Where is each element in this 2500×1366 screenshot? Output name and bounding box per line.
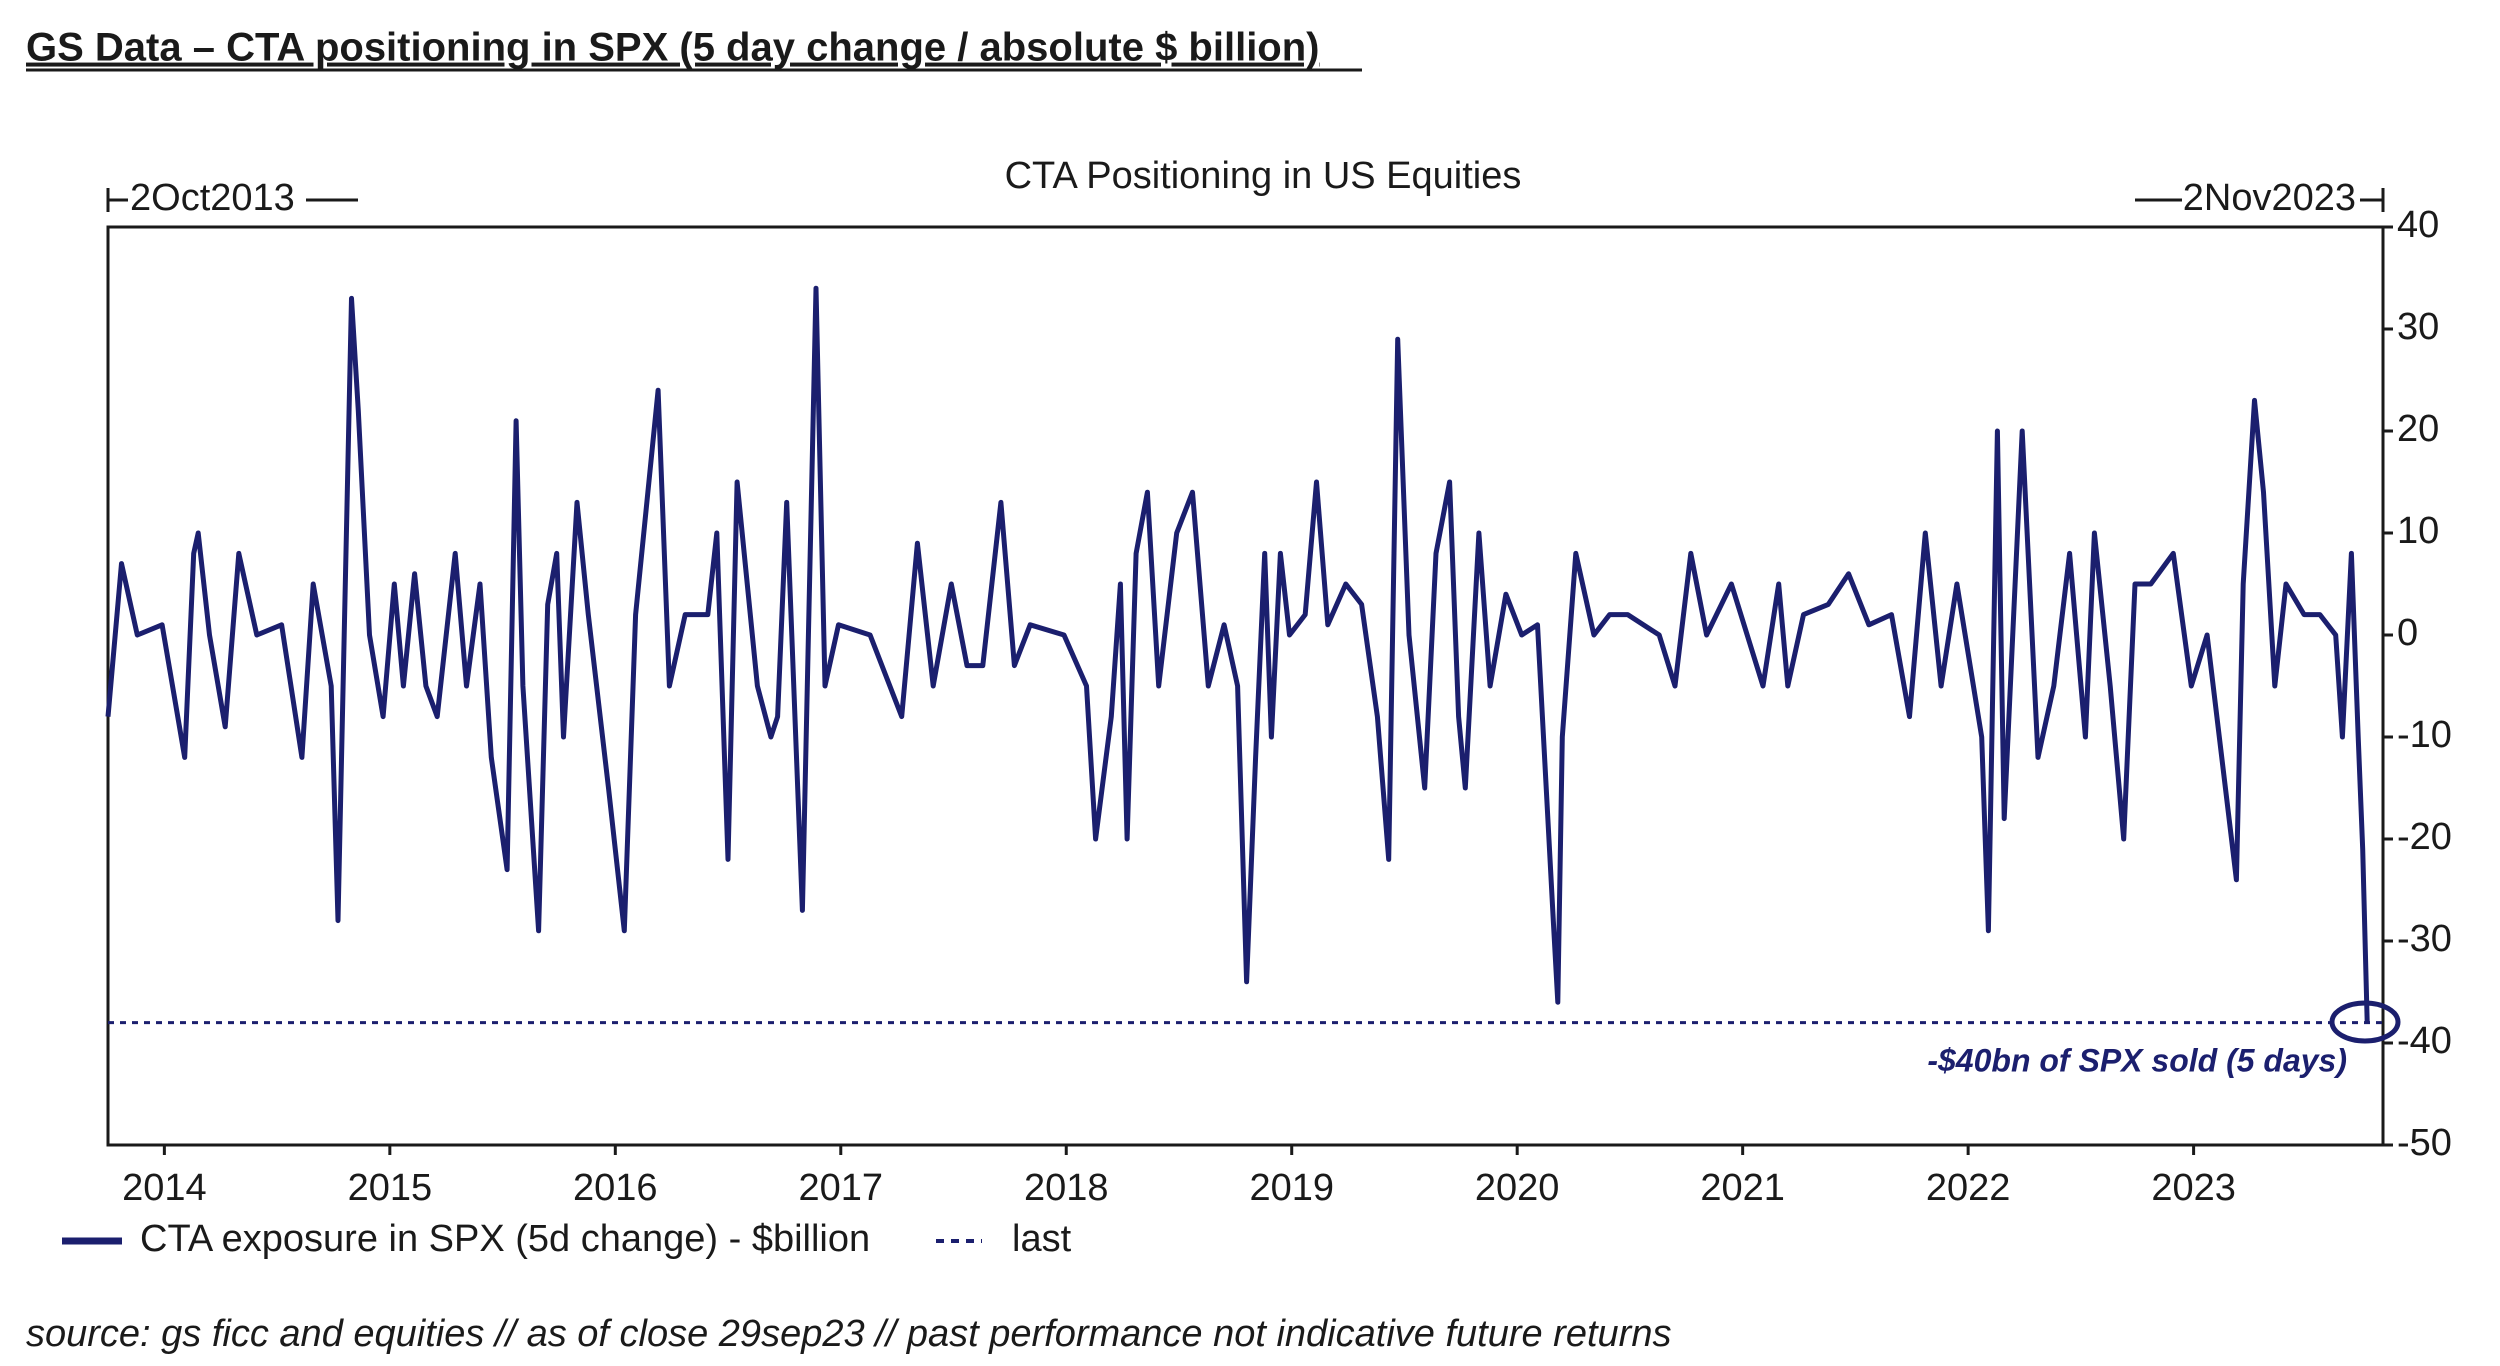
x-tick-label: 2021 (1700, 1167, 1785, 1209)
x-tick-label: 2019 (1249, 1167, 1334, 1209)
y-tick-label: -40 (2397, 1020, 2452, 1062)
series-line (105, 285, 2370, 1023)
plot-frame (106, 225, 2385, 1147)
x-tick-label: 2018 (1024, 1167, 1109, 1209)
y-tick-label: 10 (2397, 510, 2439, 552)
y-tick-label: 30 (2397, 306, 2439, 348)
y-tick-label: -30 (2397, 918, 2452, 960)
x-tick-label: 2014 (122, 1167, 207, 1209)
legend: CTA exposure in SPX (5d change) - $billi… (62, 1218, 1072, 1260)
legend-label: CTA exposure in SPX (5d change) - $billi… (140, 1218, 870, 1260)
y-tick-label: 40 (2397, 204, 2439, 246)
x-tick-label: 2020 (1475, 1167, 1560, 1209)
chart-title: CTA Positioning in US Equities (1005, 155, 1522, 197)
source: source: gs ficc and equities // as of cl… (26, 1313, 1671, 1355)
x-tick-label: 2015 (348, 1167, 433, 1209)
end-label: 2Nov2023 (2183, 177, 2356, 219)
x-tick-label: 2016 (573, 1167, 658, 1209)
y-tick-label: -10 (2397, 714, 2452, 756)
x-tick-label: 2022 (1926, 1167, 2011, 1209)
y-tick-label: 0 (2397, 612, 2418, 654)
y-tick-label: -20 (2397, 816, 2452, 858)
x-tick-label: 2023 (2151, 1167, 2236, 1209)
y-tick-label: 20 (2397, 408, 2439, 450)
legend-label: last (1012, 1218, 1072, 1260)
y-tick-label: -50 (2397, 1122, 2452, 1164)
start-label: 2Oct2013 (130, 177, 295, 219)
annotation: -$40bn of SPX sold (5 days) (1927, 1042, 2347, 1078)
x-tick-label: 2017 (799, 1167, 884, 1209)
header: GS Data – CTA positioning in SPX (5 day … (26, 26, 1320, 70)
